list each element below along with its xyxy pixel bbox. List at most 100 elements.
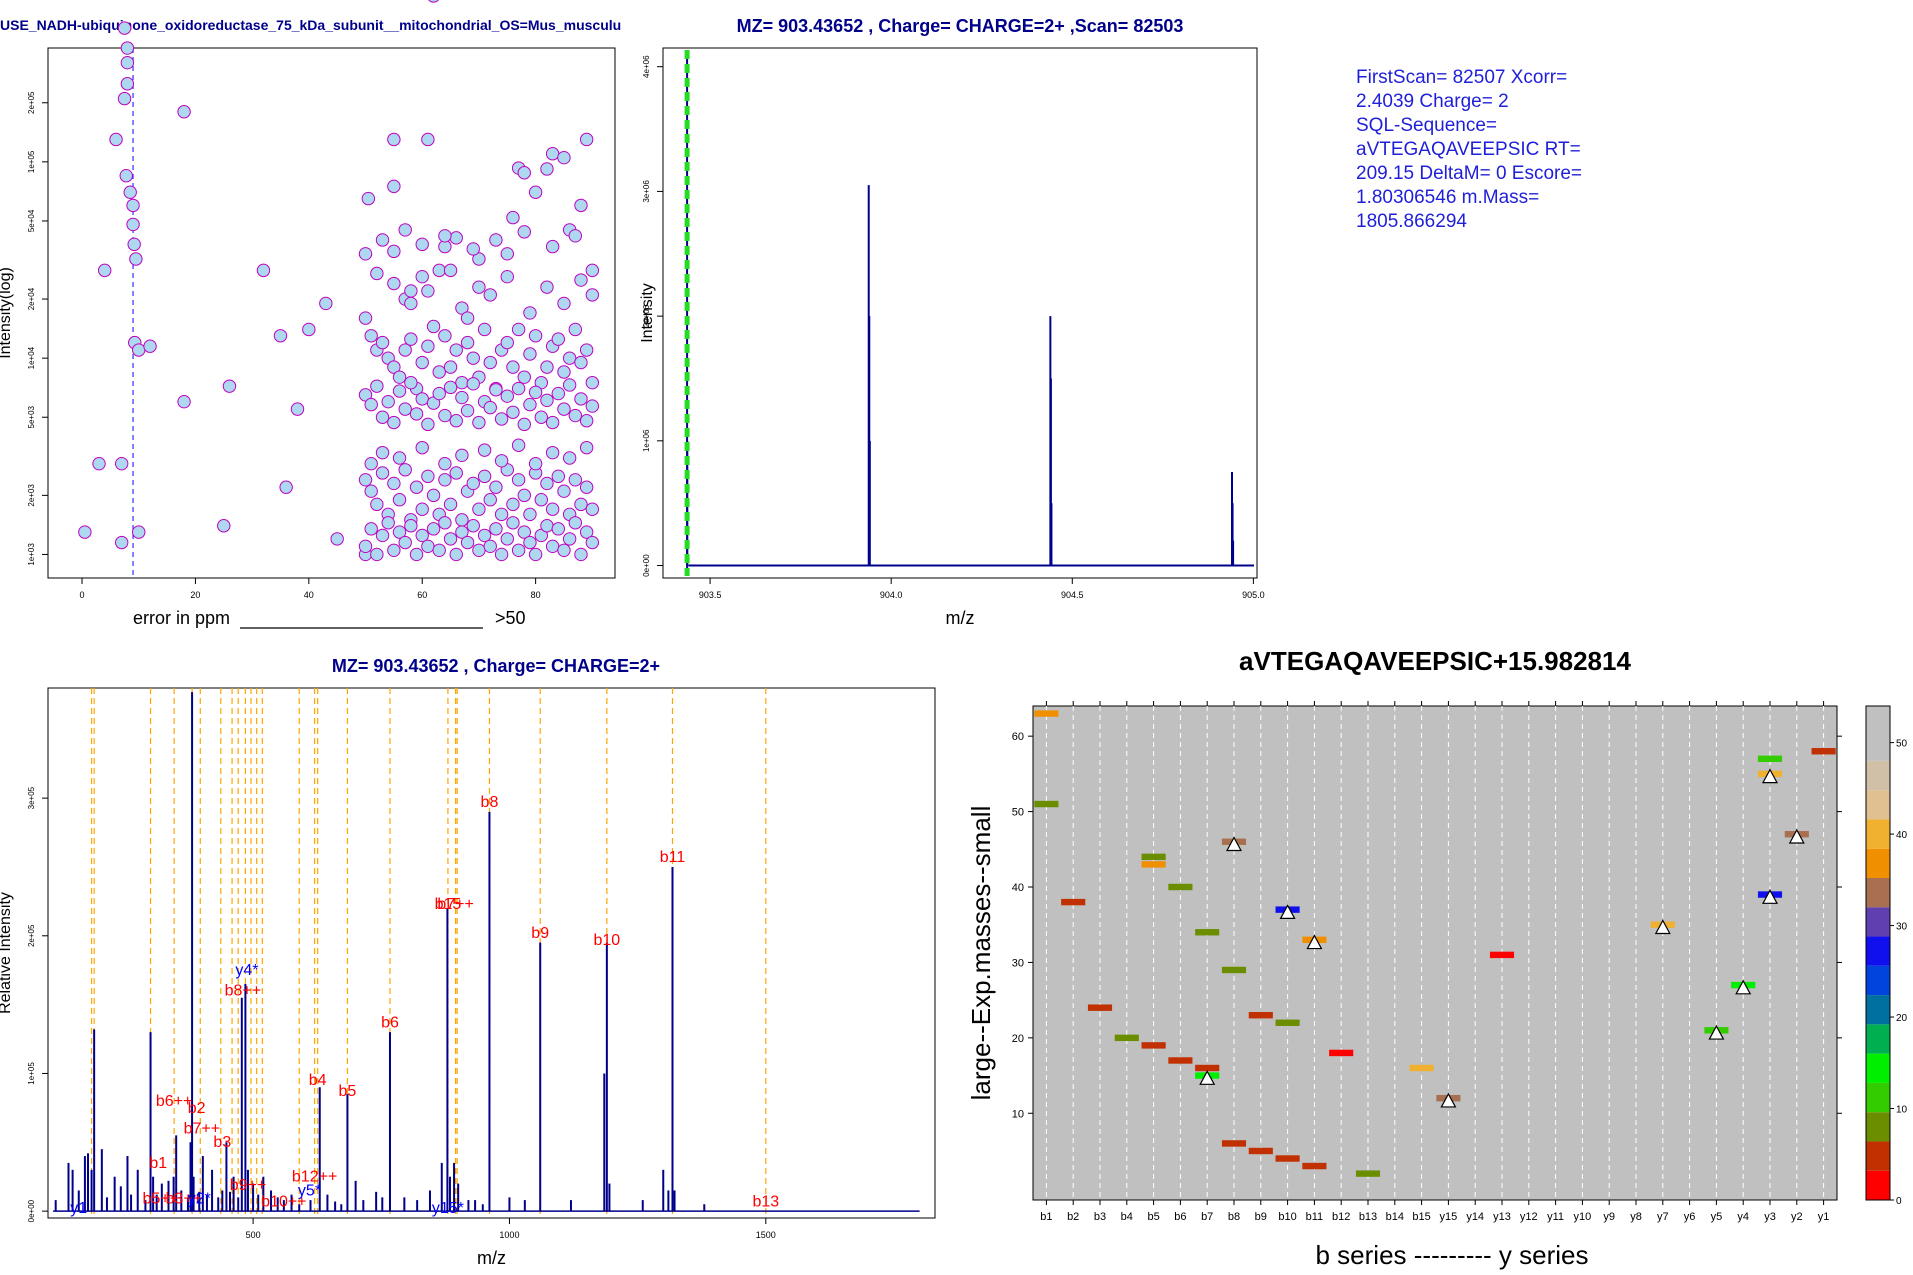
- scatter-point: [438, 516, 452, 530]
- scatter-point: [528, 385, 543, 399]
- scatter-point: [78, 525, 92, 539]
- scatter-point: [119, 169, 133, 183]
- y-tick-label: 3e+05: [27, 786, 36, 809]
- y-tick-label: 4e+06: [642, 55, 651, 78]
- scatter-point: [222, 379, 237, 393]
- scatter-point: [500, 389, 514, 403]
- scatter-point: [523, 397, 537, 412]
- scatter-point: [392, 493, 407, 507]
- x-tick-label: 500: [246, 1230, 261, 1240]
- x-tick-label: b13: [1359, 1211, 1377, 1223]
- y-tick-label: 2e+04: [27, 287, 36, 310]
- scatter-point: [428, 0, 439, 3]
- scatter-point: [534, 493, 548, 507]
- scatter-point: [483, 400, 497, 415]
- y-tick-label: 1e+03: [27, 543, 36, 566]
- scatter-point: [472, 280, 486, 294]
- match-triangle-marker: [1279, 904, 1296, 920]
- scatter-point: [455, 375, 469, 390]
- heatmap-cell: [1061, 898, 1086, 906]
- ion-label: y4*: [235, 962, 258, 979]
- scatter-point: [528, 456, 543, 471]
- colorbar-swatch: [1866, 819, 1890, 849]
- scatter-point: [387, 276, 401, 291]
- scatter-point: [579, 440, 594, 455]
- scatter-point: [455, 525, 469, 539]
- colorbar-tick-label: 10: [1896, 1105, 1908, 1116]
- scatter-point: [460, 335, 475, 350]
- heatmap-cell: [1141, 853, 1166, 861]
- scatter-point: [415, 440, 429, 455]
- scatter-point: [387, 415, 401, 430]
- ion-label: b5++: [143, 1191, 179, 1208]
- scatter-point: [404, 296, 418, 311]
- plot-background: [1032, 705, 1838, 1201]
- scatter-point: [415, 528, 429, 543]
- x-tick-label: 1000: [499, 1230, 519, 1240]
- ion-label: b7++: [184, 1120, 220, 1137]
- heatmap-cell: [1195, 1064, 1220, 1072]
- x-tick-label: y14: [1466, 1211, 1484, 1223]
- x-tick-label: 60: [417, 590, 427, 600]
- scatter-point: [500, 335, 514, 350]
- heatmap-cell: [1409, 1064, 1434, 1072]
- match-triangle-marker: [1735, 979, 1752, 995]
- scatter-point: [562, 451, 577, 465]
- scatter-point: [477, 322, 492, 337]
- scatter-point: [466, 377, 480, 391]
- scatter-point: [500, 269, 514, 284]
- colorbar-swatch: [1866, 965, 1890, 996]
- scatter-point: [256, 263, 271, 278]
- ion-label: y5*: [298, 1182, 321, 1199]
- scatter-point: [364, 329, 378, 343]
- heatmap-cell: [1114, 1034, 1139, 1042]
- y-tick-label: 1e+05: [27, 150, 36, 173]
- scatter-point: [370, 547, 384, 562]
- colorbar-swatch: [1866, 936, 1890, 966]
- scatter-point: [421, 284, 435, 298]
- scatter-point: [358, 247, 373, 261]
- chart-title: aVTEGAQAVEEPSIC+15.982814: [1239, 646, 1631, 676]
- x-axis-label: m/z: [477, 1248, 506, 1268]
- scatter-point: [449, 231, 463, 245]
- x-tick-label: y1: [1818, 1211, 1830, 1223]
- scatter-point: [585, 399, 600, 413]
- scatter-point: [126, 217, 140, 232]
- scatter-point: [483, 539, 497, 554]
- ion-label: b2: [188, 1100, 206, 1117]
- scatter-point: [387, 132, 401, 147]
- colorbar-swatch: [1866, 1170, 1890, 1200]
- y-tick-label: 20: [1012, 1033, 1024, 1045]
- scatter-point: [426, 488, 441, 503]
- colorbar-swatch: [1866, 790, 1890, 820]
- heatmap-cell: [1275, 1155, 1300, 1162]
- match-triangle-marker: [1225, 836, 1243, 852]
- scatter-point: [370, 266, 384, 281]
- y-axis-label: large--Exp.masses--small: [966, 806, 996, 1101]
- match-triangle-marker: [1306, 934, 1323, 950]
- ion-label: y1: [70, 1200, 87, 1217]
- scatter-point: [132, 343, 146, 357]
- scatter-point: [455, 390, 469, 405]
- x-tick-label: y12: [1520, 1211, 1538, 1223]
- scatter-point: [387, 179, 401, 194]
- ion-label: b3++: [166, 1191, 202, 1208]
- scatter-point: [449, 343, 463, 357]
- x-tick-label: b15: [1412, 1211, 1430, 1223]
- scatter-point: [528, 547, 543, 562]
- colorbar-tick-label: 30: [1896, 922, 1908, 933]
- scatter-point: [579, 132, 594, 147]
- x-axis-label: m/z: [946, 608, 975, 628]
- scatter-point: [506, 405, 520, 419]
- scatter-point: [466, 519, 480, 533]
- scatter-point: [302, 322, 316, 337]
- ion-label: b9: [531, 925, 549, 942]
- scatter-point: [392, 451, 407, 465]
- scatter-point: [466, 351, 480, 365]
- ion-label: y2*: [188, 1191, 211, 1208]
- heatmap-cell: [1168, 1057, 1193, 1064]
- scatter-point: [489, 522, 503, 536]
- colorbar-tick-label: 20: [1896, 1013, 1908, 1024]
- heatmap-cell: [1811, 748, 1836, 755]
